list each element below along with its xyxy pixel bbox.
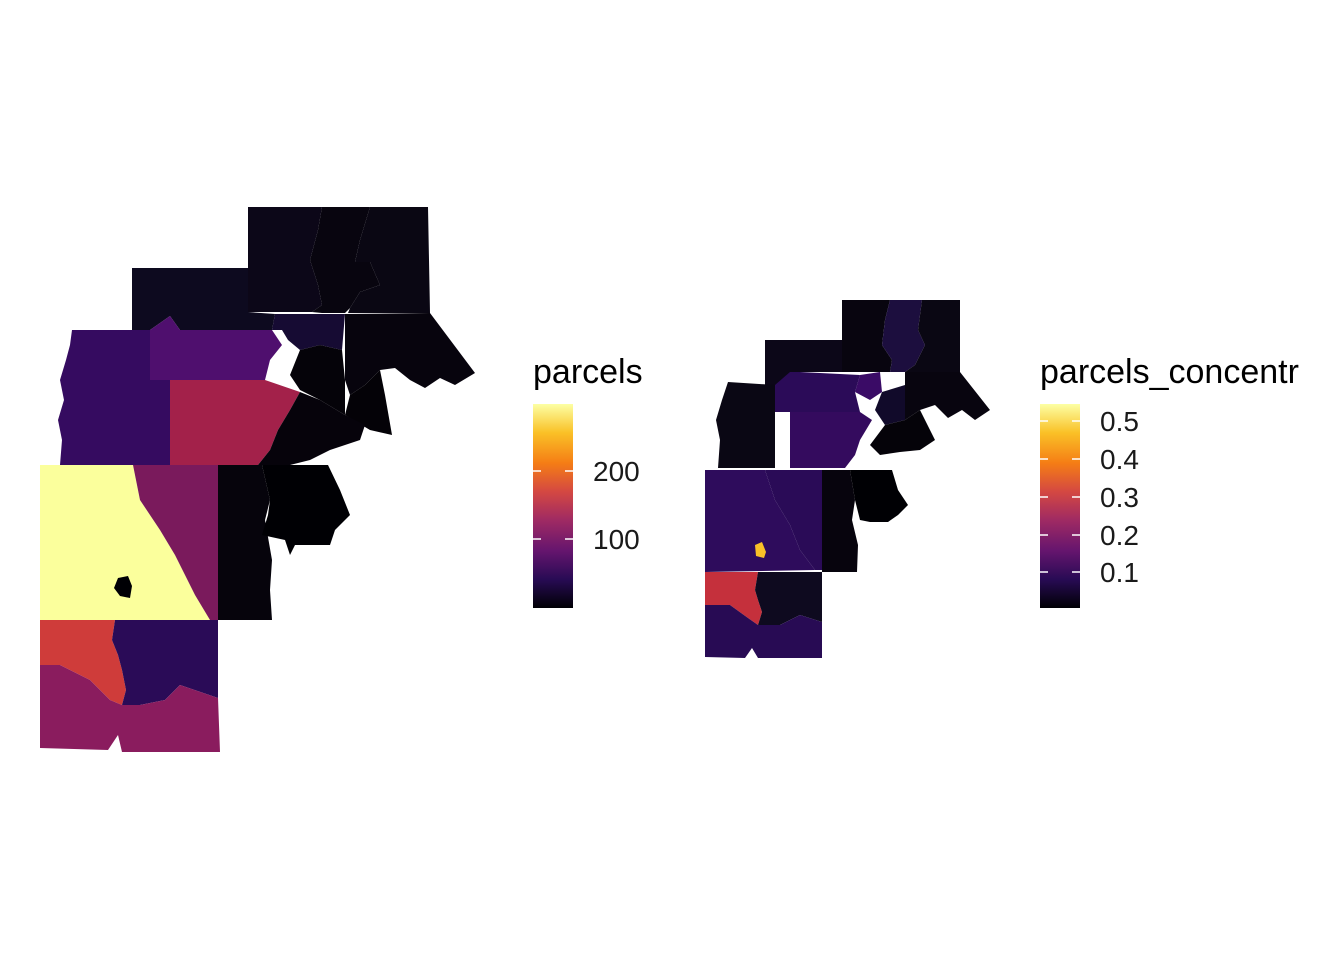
region [262,465,350,555]
region [755,572,822,625]
region [218,465,272,620]
region [345,313,475,395]
region [705,605,822,658]
tick-label: 200 [593,456,640,487]
region [870,410,935,455]
region [765,340,842,385]
region [345,370,392,435]
region [170,380,300,465]
legend-parcels-concentr: parcels_concentr 0.5 0.4 0.3 0.2 0.1 [1040,353,1299,608]
region [132,268,275,330]
map-parcels [40,207,475,752]
region [790,412,872,468]
region [822,470,858,572]
region [875,385,905,425]
region [114,576,132,598]
region [855,372,882,400]
region [112,620,218,705]
region [705,572,762,625]
region [258,392,365,465]
region [150,316,282,380]
legend-title: parcels_concentr [1040,353,1299,391]
region [290,345,345,415]
region [905,372,990,420]
tick-label: 100 [593,524,640,555]
tick-label: 0.5 [1100,406,1139,437]
legend-title: parcels [533,353,643,391]
colorbar [533,404,573,608]
tick-label: 0.3 [1100,482,1139,513]
legend-parcels: parcels 200 100 [533,353,643,608]
region [775,372,860,412]
region [765,470,822,570]
map-parcels-concentr [705,300,990,658]
region [705,470,815,572]
region [248,207,322,312]
region [348,207,430,313]
colorbar [1040,404,1080,608]
region [850,470,908,522]
region [133,465,218,620]
region [882,300,925,372]
region [716,382,775,468]
region [40,620,126,705]
tick-label: 0.4 [1100,444,1139,475]
region [755,542,766,558]
region [905,300,960,372]
region [310,207,380,313]
region [58,330,170,465]
region [40,665,220,752]
region [272,314,345,350]
region [842,300,892,372]
tick-label: 0.1 [1100,557,1139,588]
tick-label: 0.2 [1100,520,1139,551]
region [40,465,210,620]
